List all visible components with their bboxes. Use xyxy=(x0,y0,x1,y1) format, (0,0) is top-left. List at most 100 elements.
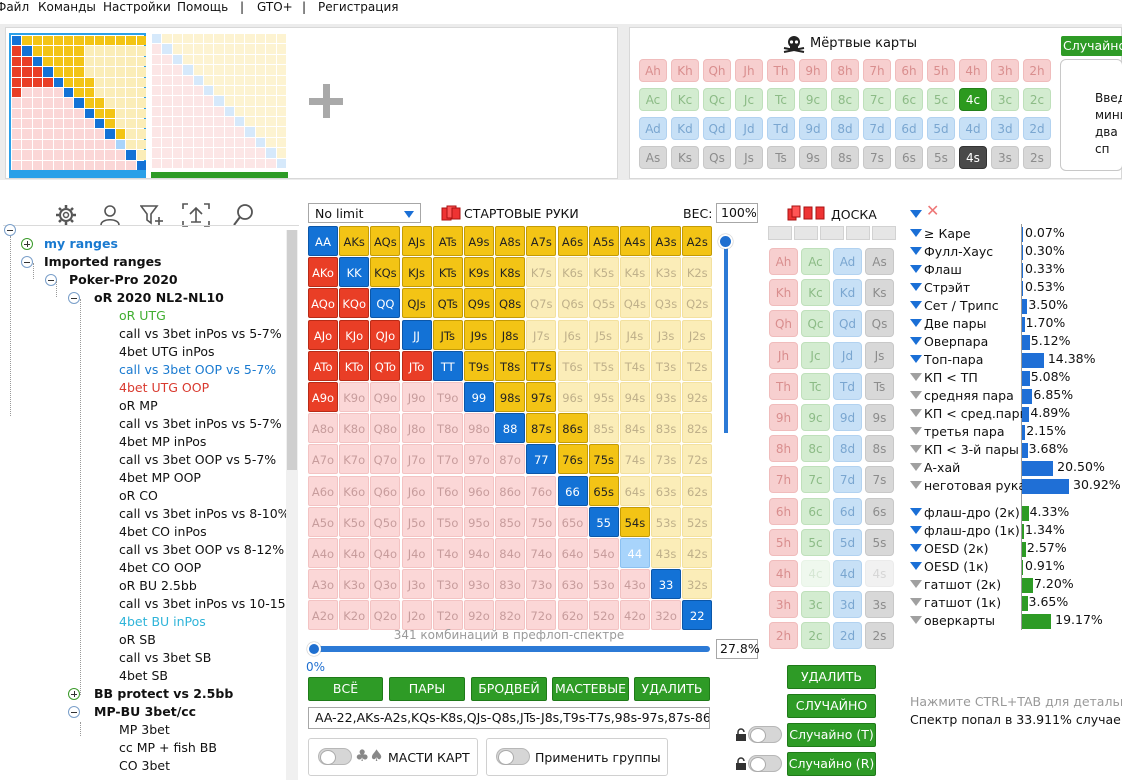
hand-cell-K8s[interactable]: K8s xyxy=(495,257,526,288)
board-card-Kh[interactable]: Kh xyxy=(769,279,798,307)
hand-cell-J2s[interactable]: J2s xyxy=(682,319,713,350)
expand-icon[interactable] xyxy=(21,238,33,250)
hand-cell-J8o[interactable]: J8o xyxy=(401,413,432,444)
dead-card-Kh[interactable]: Kh xyxy=(671,59,699,82)
dead-card-3c[interactable]: 3c xyxy=(991,88,1019,111)
weight-slider-track[interactable] xyxy=(724,240,728,433)
hand-cell-J4o[interactable]: J4o xyxy=(401,537,432,568)
hand-cell-73o[interactable]: 73o xyxy=(526,569,557,600)
menu-item[interactable]: Настройки xyxy=(103,0,171,14)
tree-item[interactable]: CO 3bet xyxy=(119,758,171,773)
board-card-As[interactable]: As xyxy=(865,248,894,275)
hand-cell-43s[interactable]: 43s xyxy=(651,537,682,568)
hand-cell-K7s[interactable]: K7s xyxy=(526,257,557,288)
range-thumbnail-empty[interactable] xyxy=(151,33,288,178)
hand-cell-T8s[interactable]: T8s xyxy=(495,350,526,381)
hand-cell-88[interactable]: 88 xyxy=(495,413,526,444)
hand-cell-94s[interactable]: 94s xyxy=(619,381,650,412)
board-card-Jh[interactable]: Jh xyxy=(769,341,798,369)
tree-item[interactable]: call vs 3bet OOP vs 8-12% xyxy=(119,542,285,557)
groups-toggle[interactable] xyxy=(496,748,530,765)
export-icon[interactable] xyxy=(181,202,211,228)
hand-cell-QTs[interactable]: QTs xyxy=(432,288,463,319)
tree-item[interactable]: oR BU 2.5bb xyxy=(119,578,197,593)
dead-card-6c[interactable]: 6c xyxy=(895,88,923,111)
hand-cell-84s[interactable]: 84s xyxy=(619,413,650,444)
hand-cell-A4o[interactable]: A4o xyxy=(308,537,338,568)
board-card-Qs[interactable]: Qs xyxy=(865,310,894,338)
hand-cell-TT[interactable]: TT xyxy=(432,350,463,381)
tree-item[interactable]: oR SB xyxy=(119,632,156,647)
dead-card-4s[interactable]: 4s xyxy=(959,146,987,169)
board-card-6c[interactable]: 6c xyxy=(801,497,830,525)
tree-item[interactable]: 4bet CO inPos xyxy=(119,524,207,539)
board-random-button[interactable]: СЛУЧАЙНО xyxy=(787,694,876,718)
hand-cell-44[interactable]: 44 xyxy=(619,537,650,568)
hand-cell-82o[interactable]: 82o xyxy=(495,600,526,631)
board-card-8d[interactable]: 8d xyxy=(833,435,862,463)
dead-card-Kd[interactable]: Kd xyxy=(671,117,699,140)
tree-item[interactable]: 4bet MP inPos xyxy=(119,434,207,449)
hand-cell-52o[interactable]: 52o xyxy=(588,600,619,631)
pairs-button[interactable]: ПАРЫ xyxy=(389,677,465,701)
hand-cell-64o[interactable]: 64o xyxy=(557,537,588,568)
hand-cell-76s[interactable]: 76s xyxy=(557,444,588,475)
hand-cell-A2o[interactable]: A2o xyxy=(308,600,338,631)
hand-cell-Q7s[interactable]: Q7s xyxy=(526,288,557,319)
stat-row[interactable]: КП < сред.пары xyxy=(910,405,1122,423)
collapse-icon[interactable] xyxy=(21,256,33,268)
stat-row[interactable]: третья пара xyxy=(910,423,1122,441)
hand-cell-72o[interactable]: 72o xyxy=(526,600,557,631)
range-thumbnail-active[interactable] xyxy=(9,33,146,178)
dead-card-5d[interactable]: 5d xyxy=(927,117,955,140)
hand-cell-AA[interactable]: AA xyxy=(308,226,338,256)
hand-cell-A5s[interactable]: A5s xyxy=(588,226,619,256)
board-card-9h[interactable]: 9h xyxy=(769,404,798,431)
hand-cell-54o[interactable]: 54o xyxy=(588,537,619,568)
board-card-Ad[interactable]: Ad xyxy=(833,248,862,275)
stat-row[interactable]: средняя пара xyxy=(910,387,1122,405)
stat-row[interactable]: флаш-дро (2к) xyxy=(910,504,1122,522)
hand-cell-JTo[interactable]: JTo xyxy=(401,350,432,381)
hand-cell-32o[interactable]: 32o xyxy=(651,600,682,631)
board-clear-button[interactable]: УДАЛИТЬ xyxy=(787,665,876,689)
filter-icon[interactable] xyxy=(910,210,922,218)
hand-cell-65o[interactable]: 65o xyxy=(557,506,588,537)
hand-cell-ATo[interactable]: ATo xyxy=(308,350,338,381)
dead-card-Ks[interactable]: Ks xyxy=(671,146,699,169)
hand-cell-32s[interactable]: 32s xyxy=(682,569,713,600)
hand-cell-T3o[interactable]: T3o xyxy=(432,569,463,600)
dead-card-3s[interactable]: 3s xyxy=(991,146,1019,169)
hand-cell-73s[interactable]: 73s xyxy=(651,444,682,475)
hand-cell-K8o[interactable]: K8o xyxy=(339,413,370,444)
hand-cell-75s[interactable]: 75s xyxy=(588,444,619,475)
filter-icon[interactable] xyxy=(910,337,922,345)
hand-cell-T7o[interactable]: T7o xyxy=(432,444,463,475)
hand-cell-92s[interactable]: 92s xyxy=(682,381,713,412)
hand-cell-Q2o[interactable]: Q2o xyxy=(370,600,401,631)
hand-cell-K5s[interactable]: K5s xyxy=(588,257,619,288)
dead-card-Ah[interactable]: Ah xyxy=(639,59,667,82)
hand-cell-T3s[interactable]: T3s xyxy=(651,350,682,381)
collapse-icon[interactable] xyxy=(4,224,16,236)
hand-cell-54s[interactable]: 54s xyxy=(619,506,650,537)
hand-cell-87o[interactable]: 87o xyxy=(495,444,526,475)
hand-cell-A7s[interactable]: A7s xyxy=(526,226,557,256)
hand-cell-JTs[interactable]: JTs xyxy=(432,319,463,350)
dead-card-Jd[interactable]: Jd xyxy=(735,117,763,140)
hand-cell-43o[interactable]: 43o xyxy=(619,569,650,600)
hand-cell-55[interactable]: 55 xyxy=(588,506,619,537)
dead-card-6s[interactable]: 6s xyxy=(895,146,923,169)
hand-cell-A9o[interactable]: A9o xyxy=(308,381,338,412)
hand-cell-64s[interactable]: 64s xyxy=(619,475,650,506)
board-card-7h[interactable]: 7h xyxy=(769,466,798,494)
hand-cell-J8s[interactable]: J8s xyxy=(495,319,526,350)
search-icon[interactable] xyxy=(232,203,254,227)
hand-cell-AJo[interactable]: AJo xyxy=(308,319,338,350)
hand-cell-J3s[interactable]: J3s xyxy=(651,319,682,350)
dead-card-As[interactable]: As xyxy=(639,146,667,169)
dead-card-Jc[interactable]: Jc xyxy=(735,88,763,111)
hand-cell-97o[interactable]: 97o xyxy=(463,444,494,475)
board-card-Qh[interactable]: Qh xyxy=(769,310,798,338)
hand-cell-Q2s[interactable]: Q2s xyxy=(682,288,713,319)
